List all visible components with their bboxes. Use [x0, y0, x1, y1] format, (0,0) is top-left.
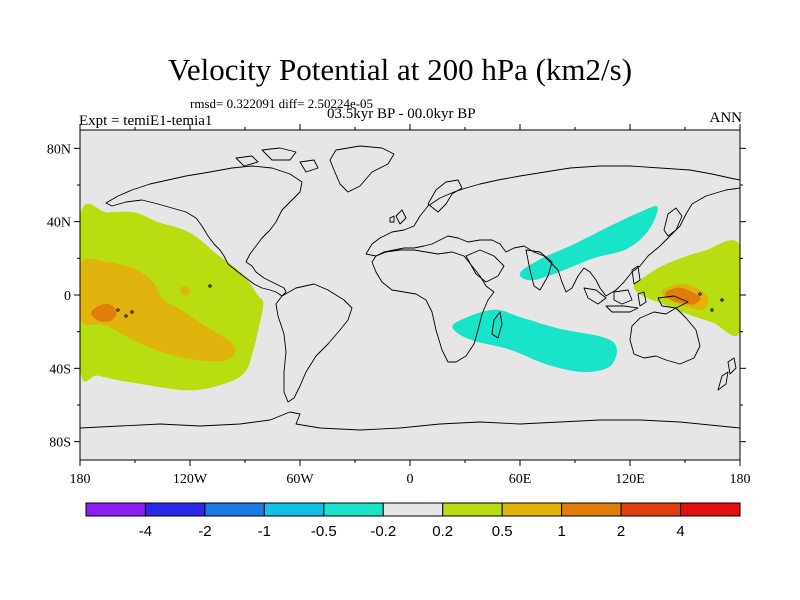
x-tick-label: 180	[730, 472, 751, 487]
colorbar-tick-label: -4	[139, 523, 152, 540]
colorbar-swatch	[382, 502, 444, 517]
colorbar-tick-label: -0.2	[370, 523, 396, 540]
x-tick-label: 60E	[509, 472, 532, 487]
rmsd-diff-label: rmsd= 0.322091 diff= 2.50224e-05	[190, 96, 374, 111]
contour-region-west-pacific-max	[665, 287, 701, 305]
colorbar-swatch	[263, 502, 325, 517]
contour-region-small-core-135W	[180, 286, 191, 296]
colorbar-swatch	[323, 502, 384, 517]
colorbar-tick-label: -0.5	[311, 523, 337, 540]
colorbar-tick-label: 2	[617, 523, 625, 540]
colorbar-swatch	[561, 502, 622, 517]
colorbar-tick-label: 0.5	[492, 523, 513, 540]
y-tick-label: 80N	[47, 142, 71, 157]
season-label: ANN	[709, 110, 743, 126]
colorbar-swatch	[442, 502, 503, 517]
contour-fill-layer	[80, 166, 740, 406]
contour-region-central-pacific-max	[91, 303, 117, 322]
colorbar-swatch	[144, 502, 206, 517]
x-tick-label: 60W	[286, 472, 314, 487]
x-tick-label: 0	[407, 472, 414, 487]
contour-region-south-asia-core	[519, 206, 658, 281]
y-tick-label: 40S	[49, 362, 71, 377]
y-tick-label: 40N	[47, 216, 71, 231]
y-tick-label: 0	[64, 289, 71, 304]
colorbar-tick-label: 1	[557, 523, 565, 540]
colorbar-tick-label: -1	[258, 523, 271, 540]
x-tick-label: 180	[70, 472, 91, 487]
colorbar-swatch	[501, 502, 563, 517]
chart-title: Velocity Potential at 200 hPa (km2/s)	[167, 52, 633, 87]
x-tick-label: 120E	[615, 472, 645, 487]
contour-region-east-pacific-core	[80, 258, 236, 362]
colorbar-swatch	[85, 502, 146, 517]
colorbar: -4 -2 -1 -0.5 -0.2 0.2 0.5 1 2 4	[85, 502, 741, 540]
colorbar-tick-label: 0.2	[432, 523, 453, 540]
period-label: 03.5kyr BP - 00.0kyr BP	[327, 106, 476, 122]
colorbar-swatch	[204, 502, 265, 517]
x-tick-label: 120W	[173, 472, 208, 487]
experiment-label: Expt = temiE1-temia1	[79, 113, 213, 129]
colorbar-tick-label: -2	[198, 523, 211, 540]
colorbar-swatch	[680, 502, 741, 517]
colorbar-tick-label: 4	[676, 523, 684, 540]
coastlines	[80, 145, 740, 431]
y-tick-label: 80S	[49, 436, 71, 451]
map-axes: 180 120W 60W 0 60E 120E 180 80N 40N 0 40S 80S	[47, 124, 751, 487]
colorbar-swatch	[620, 502, 682, 517]
